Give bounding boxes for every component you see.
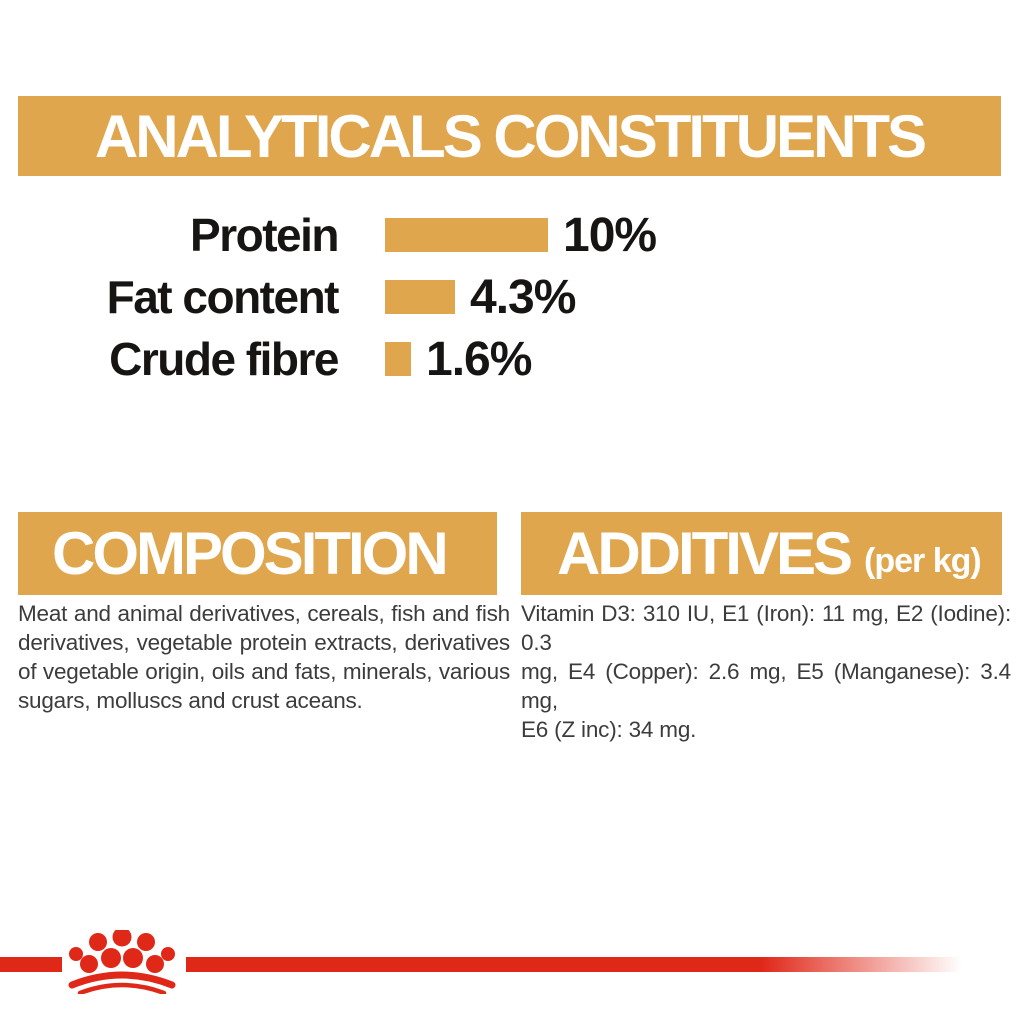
composition-line: sugars, molluscs and crust aceans. [18,688,363,713]
chart-row-crude-fibre: Crude fibre 1.6% [0,328,720,390]
chart-row-protein: Protein 10% [0,204,720,266]
royal-canin-crown-icon [66,930,178,994]
chart-value-label: 1.6% [426,332,532,386]
chart-value-label: 4.3% [470,270,576,324]
composition-banner: COMPOSITION [18,512,497,595]
chart-bar [385,280,455,314]
analyticals-banner: ANALYTICALS CONSTITUENTS [18,96,1001,176]
additives-line: E6 (Z inc): 34 mg. [521,717,697,742]
additives-line: Vitamin D3: 310 IU, E1 (Iron): 11 mg, E2… [521,601,1011,655]
chart-bar [385,342,411,376]
chart-category-label: Crude fibre [109,333,339,385]
chart-bar [385,218,548,252]
constituents-bar-chart: Protein 10% Fat content 4.3% Crude fibre… [0,204,720,390]
analyticals-title: ANALYTICALS CONSTITUENTS [94,102,927,170]
footer-red-line-right [186,957,1020,972]
composition-text: Meat and animal derivatives, cereals, fi… [18,599,510,715]
chart-value-label: 10% [563,208,657,262]
composition-line: of vegetable origin, oils and fats, mine… [18,659,510,684]
composition-title: COMPOSITION [52,520,449,587]
additives-subtitle: (per kg) [864,542,982,580]
additives-banner: ADDITIVES (per kg) [521,512,1002,595]
composition-line: derivatives, vegetable protein extracts,… [18,630,510,655]
additives-title: ADDITIVES [557,520,853,587]
chart-category-label: Protein [190,209,339,261]
chart-row-fat-content: Fat content 4.3% [0,266,720,328]
chart-category-label: Fat content [106,271,340,323]
additives-text: Vitamin D3: 310 IU, E1 (Iron): 11 mg, E2… [521,599,1011,744]
footer-red-line-left [0,957,62,972]
composition-line: Meat and animal derivatives, cereals, fi… [18,601,510,626]
additives-line: mg, E4 (Copper): 2.6 mg, E5 (Manganese):… [521,659,1011,713]
